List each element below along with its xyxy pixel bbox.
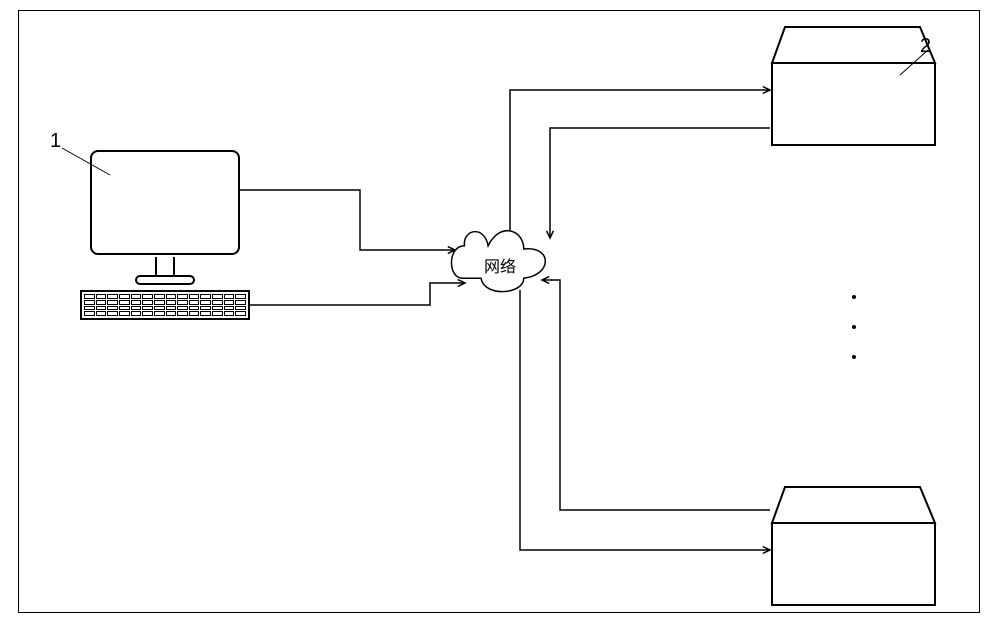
connections: [0, 0, 1000, 626]
